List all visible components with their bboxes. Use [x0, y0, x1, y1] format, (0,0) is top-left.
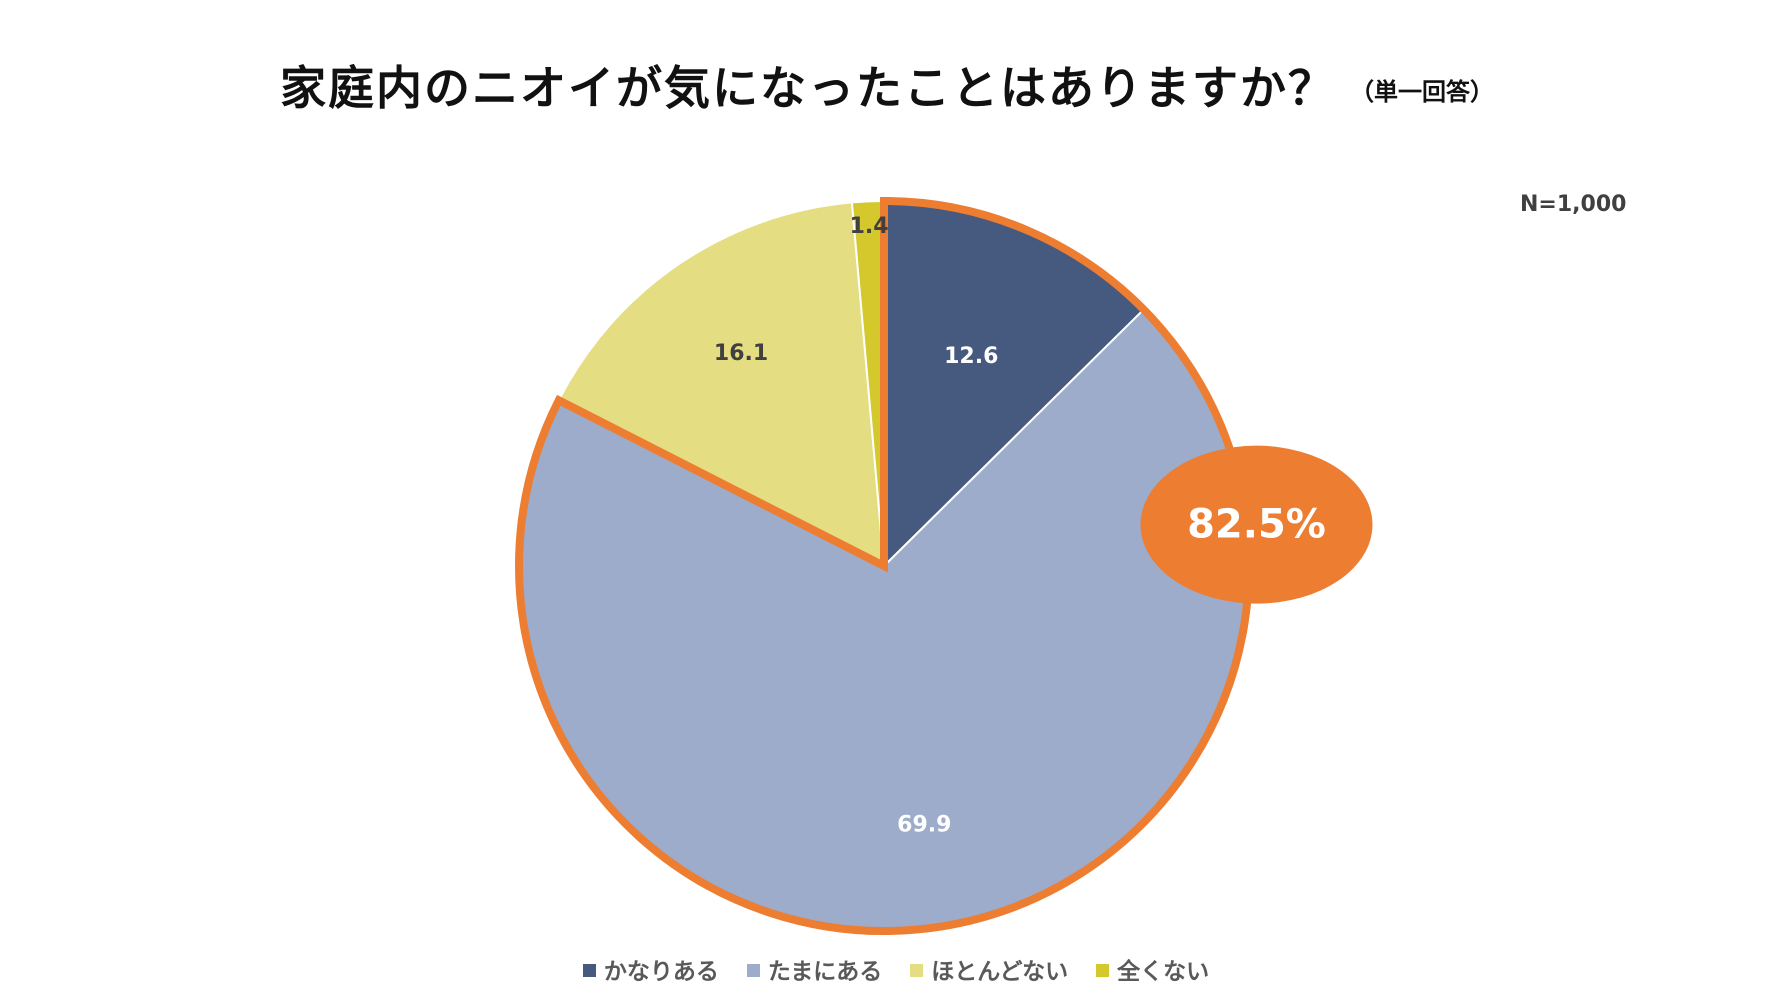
chart-subtitle: （単一回答）: [1350, 78, 1494, 106]
data-label-slice-2: 69.9: [897, 813, 951, 838]
legend-item-slice-3: ほとんどない: [910, 952, 1068, 986]
legend-swatch-slice-4: [1096, 964, 1110, 977]
data-label-slice-1: 12.6: [944, 344, 998, 369]
legend-swatch-slice-1: [582, 964, 596, 977]
sample-size-label: N=1,000: [1520, 192, 1627, 217]
data-label-slice-4: 1.4: [850, 214, 889, 239]
legend-label-slice-4: 全くない: [1117, 959, 1210, 985]
highlight-callout: [1140, 445, 1373, 604]
legend-label-slice-3: ほとんどない: [931, 959, 1069, 985]
data-label-slice-3: 16.1: [714, 341, 768, 366]
title-row: 家庭内のニオイが気になったことはありますか？ （単一回答）: [280, 52, 1680, 118]
legend-item-slice-2: たまにある: [746, 952, 883, 986]
highlight-callout-label: 82.5%: [1187, 502, 1326, 548]
legend-swatch-slice-2: [746, 964, 760, 977]
chart-title: 家庭内のニオイが気になったことはありますか？: [280, 61, 1336, 115]
legend-item-slice-1: かなりある: [582, 952, 719, 986]
legend: かなりある たまにある ほとんどない 全くない: [0, 952, 1792, 986]
pie-slice-3: [557, 201, 886, 568]
legend-label-slice-2: たまにある: [767, 959, 883, 985]
legend-swatch-slice-3: [910, 964, 924, 977]
legend-item-slice-4: 全くない: [1096, 952, 1209, 986]
highlight-outline: [515, 196, 1253, 935]
legend-label-slice-1: かなりある: [603, 959, 719, 985]
